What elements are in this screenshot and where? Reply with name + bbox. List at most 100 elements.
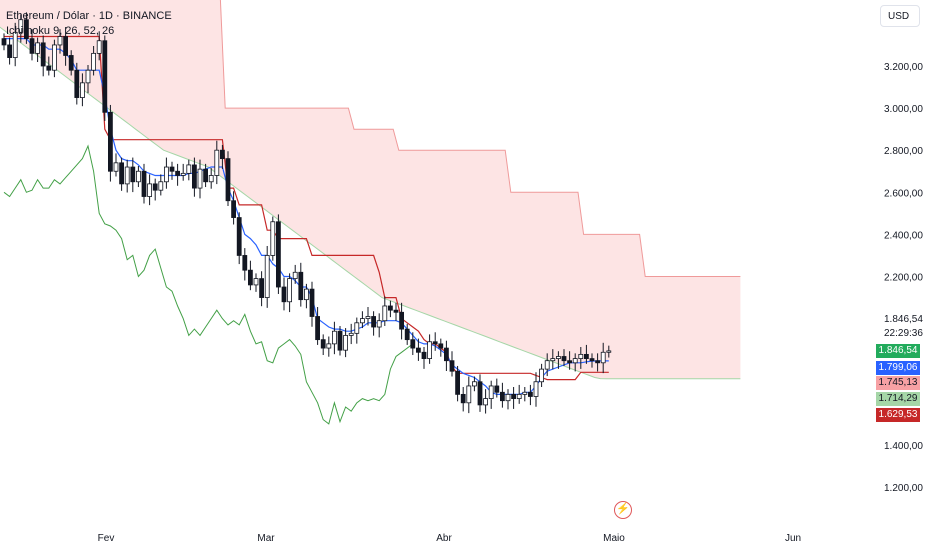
candle: [483, 389, 489, 414]
candle-body: [203, 168, 209, 183]
candle: [516, 384, 522, 404]
candle-body: [427, 341, 433, 359]
candle-body: [488, 385, 494, 399]
candle: [572, 353, 578, 372]
price-tick-label: 1.400,00: [884, 441, 923, 452]
candle-body: [247, 269, 253, 286]
candle-body: [528, 391, 533, 397]
candle-body: [606, 350, 612, 353]
candle: [253, 273, 259, 292]
candle-body: [113, 162, 119, 172]
candle-body: [382, 305, 388, 322]
candle: [119, 157, 124, 191]
candle: [533, 372, 539, 407]
candle-body: [460, 393, 466, 404]
candle: [595, 353, 600, 372]
candle-body: [404, 328, 410, 341]
candle-body: [315, 316, 321, 341]
candle: [52, 39, 57, 78]
candle: [208, 168, 214, 189]
candle-body: [550, 358, 556, 362]
candle-body: [399, 311, 405, 330]
price-tick-label: 2.200,00: [884, 273, 923, 284]
senkou-span-a: [0, 26, 741, 380]
candle: [298, 262, 304, 307]
time-axis: Fev Mar Abr Maio Jun: [98, 533, 801, 544]
currency-button[interactable]: USD: [880, 5, 920, 27]
candle-body: [85, 69, 91, 84]
candle: [404, 323, 410, 345]
candle: [584, 344, 589, 364]
candle-body: [371, 316, 377, 328]
candle-body: [135, 170, 141, 183]
candle: [376, 313, 382, 338]
candle-body: [494, 385, 500, 393]
candle-body: [393, 309, 399, 313]
price-tag: 1.745,13: [876, 376, 920, 390]
candle-body: [96, 40, 102, 54]
candle-body: [505, 393, 511, 402]
candle: [337, 325, 343, 356]
candle-body: [219, 149, 225, 160]
candle-body: [40, 42, 46, 67]
candle-body: [522, 391, 528, 395]
candle-body: [46, 65, 52, 71]
candle-body: [119, 162, 124, 185]
candle: [68, 50, 74, 76]
candle-body: [359, 318, 365, 324]
candle: [600, 342, 606, 374]
price-tick-label: 3.000,00: [884, 104, 923, 115]
price-tick-label: 2.400,00: [884, 230, 923, 241]
candle: [427, 334, 433, 364]
candle-body: [214, 149, 220, 176]
candle: [561, 349, 567, 366]
candle-body: [102, 40, 108, 113]
candle-body: [57, 36, 63, 46]
current-price-label: 1.846,54: [884, 314, 923, 325]
candle: [331, 321, 337, 355]
candle-body: [354, 322, 360, 334]
time-tick-label: Mar: [257, 533, 275, 544]
candle: [522, 387, 528, 402]
candle: [275, 214, 281, 294]
candle-body: [124, 166, 130, 185]
candle: [371, 311, 377, 336]
candle-body: [191, 164, 197, 189]
candle: [382, 296, 388, 326]
time-tick-label: Maio: [603, 533, 625, 544]
candle: [567, 351, 572, 370]
indicator-title[interactable]: Ichimoku 9, 26, 52, 26: [6, 25, 115, 37]
candle-body: [432, 341, 438, 345]
chikou-line: [3, 144, 414, 425]
candle: [432, 332, 438, 351]
candle-body: [499, 391, 505, 402]
candles: [1, 12, 612, 414]
countdown-label: 22:29:36: [884, 328, 923, 339]
candle-body: [175, 170, 181, 176]
candle-body: [438, 343, 444, 349]
candle: [449, 351, 455, 377]
candle-body: [471, 381, 477, 387]
candle-body: [1, 38, 7, 46]
candle-body: [544, 360, 550, 370]
candle-body: [561, 356, 567, 362]
candle-body: [147, 183, 153, 197]
candle-body: [533, 381, 539, 397]
candle: [175, 163, 181, 186]
candle: [292, 264, 298, 284]
candle-body: [23, 19, 29, 40]
candle-body: [410, 339, 416, 349]
candle-body: [449, 360, 455, 372]
candle-body: [52, 44, 57, 71]
candle: [231, 191, 237, 225]
candle-body: [108, 111, 113, 172]
candle: [35, 37, 40, 63]
symbol-title[interactable]: Ethereum / Dólar · 1D · BINANCE: [6, 10, 172, 22]
candle-body: [7, 44, 12, 58]
candle: [1, 33, 7, 51]
candle-body: [152, 183, 158, 191]
candle-body: [477, 381, 483, 406]
flash-icon[interactable]: ⚡: [614, 501, 632, 519]
